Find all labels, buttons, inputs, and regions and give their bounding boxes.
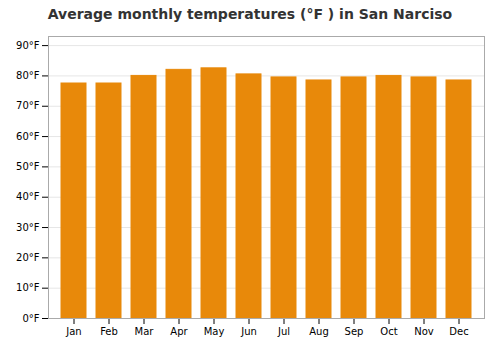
svg-text:Jun: Jun — [240, 326, 257, 337]
svg-text:Mar: Mar — [135, 326, 155, 337]
svg-text:Apr: Apr — [170, 326, 188, 337]
svg-text:60°F: 60°F — [16, 131, 40, 142]
svg-text:Aug: Aug — [309, 326, 329, 337]
svg-text:Nov: Nov — [414, 326, 434, 337]
svg-text:Sep: Sep — [345, 326, 364, 337]
html-text:Average monthly temperatures (: Average monthly temperatures (°F ) in Sa… — [47, 6, 453, 22]
svg-text:Oct: Oct — [380, 326, 397, 337]
svg-text:Jan: Jan — [65, 326, 81, 337]
svg-text:20°F: 20°F — [16, 252, 40, 263]
svg-text:50°F: 50°F — [16, 161, 40, 172]
svg-text:Feb: Feb — [100, 326, 118, 337]
svg-text:90°F: 90°F — [16, 40, 40, 51]
svg-text:80°F: 80°F — [16, 70, 40, 81]
svg-text:10°F: 10°F — [16, 282, 40, 293]
svg-text:70°F: 70°F — [16, 100, 40, 111]
svg-text:40°F: 40°F — [16, 191, 40, 202]
svg-text:Jul: Jul — [277, 326, 290, 337]
svg-text:30°F: 30°F — [16, 222, 40, 233]
svg-text:Dec: Dec — [449, 326, 468, 337]
svg-text:0°F: 0°F — [22, 313, 39, 324]
svg-text:May: May — [204, 326, 225, 337]
